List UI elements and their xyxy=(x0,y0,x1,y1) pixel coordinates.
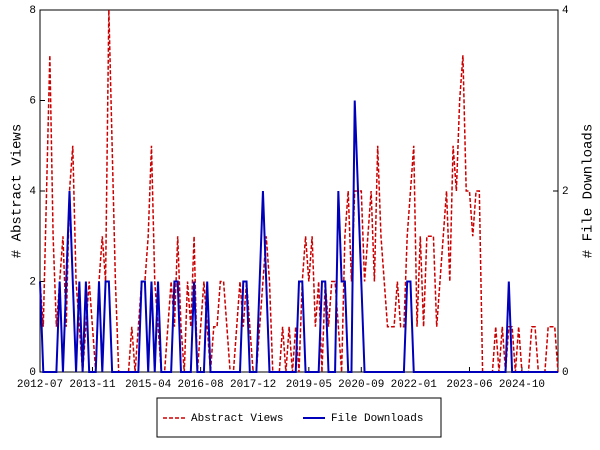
x-tick-label: 2020-09 xyxy=(338,379,384,391)
y2-axis-label: # File Downloads xyxy=(581,124,597,258)
legend-label: Abstract Views xyxy=(191,413,283,425)
x-tick-label: 2023-06 xyxy=(446,379,492,391)
series-line xyxy=(39,9,559,373)
y2-tick-label: 2 xyxy=(562,186,569,198)
legend-box xyxy=(156,397,442,438)
legend-label: File Downloads xyxy=(331,413,423,425)
y-tick-label: 4 xyxy=(29,186,36,198)
y-axis-label: # Abstract Views xyxy=(10,124,26,258)
y2-tick-label: 0 xyxy=(562,367,569,379)
x-tick-label: 2015-04 xyxy=(125,379,172,391)
y-tick-label: 6 xyxy=(29,95,36,107)
x-tick-label: 2013-11 xyxy=(69,379,116,391)
plot-frame xyxy=(39,9,559,373)
x-tick-label: 2022-01 xyxy=(391,379,438,391)
x-tick-label: 2012-07 xyxy=(17,379,63,391)
y-tick-label: 8 xyxy=(29,5,36,17)
y2-tick-label: 4 xyxy=(562,5,569,17)
series-line xyxy=(39,100,558,373)
x-tick-label: 2017-12 xyxy=(230,379,276,391)
y-tick-label: 0 xyxy=(29,367,36,379)
x-tick-label: 2024-10 xyxy=(499,379,545,391)
y-tick-label: 2 xyxy=(29,276,36,288)
x-tick-label: 2016-08 xyxy=(178,379,224,391)
x-tick-label: 2019-05 xyxy=(286,379,332,391)
